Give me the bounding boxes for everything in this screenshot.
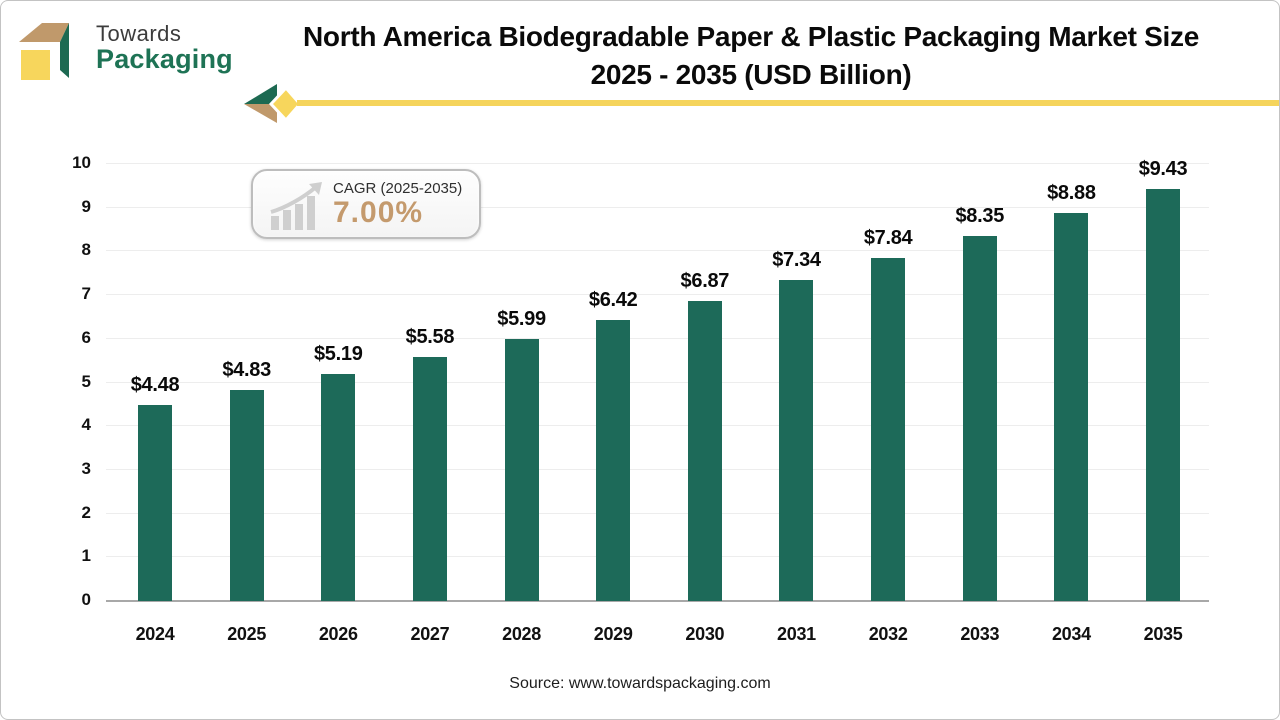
bar-2035 bbox=[1146, 188, 1181, 601]
value-label-2026: $5.19 bbox=[313, 343, 363, 366]
brand-name-line1: Towards bbox=[96, 21, 182, 46]
y-tick-label: 1 bbox=[81, 546, 91, 566]
gridline bbox=[106, 468, 1209, 470]
gridline bbox=[106, 206, 1209, 208]
gridline bbox=[106, 425, 1209, 427]
brand-logo: Towards Packaging bbox=[11, 11, 291, 91]
value-label-2034: $8.88 bbox=[1047, 181, 1096, 204]
value-label-2028: $5.99 bbox=[497, 308, 546, 331]
value-label-2030: $6.87 bbox=[680, 269, 730, 292]
x-tick-label-2031: 2031 bbox=[777, 624, 816, 644]
x-tick-label-2024: 2024 bbox=[135, 624, 175, 644]
y-tick-label: 2 bbox=[81, 502, 91, 522]
bar-2030 bbox=[687, 300, 722, 601]
bar-2032 bbox=[871, 258, 906, 601]
x-tick-label-2035: 2035 bbox=[1143, 624, 1183, 644]
bar-2028 bbox=[504, 339, 539, 601]
chart-title-line2: 2025 - 2035 (USD Billion) bbox=[590, 59, 912, 90]
bar-2026 bbox=[321, 374, 356, 601]
value-label-2024: $4.48 bbox=[130, 374, 180, 397]
gridline bbox=[106, 337, 1209, 339]
bar-2029 bbox=[596, 320, 631, 601]
brand-name-line2: Packaging bbox=[96, 44, 233, 75]
y-tick-label: 3 bbox=[81, 458, 91, 478]
bar-2025 bbox=[229, 389, 264, 601]
value-label-2033: $8.35 bbox=[955, 205, 1005, 228]
value-label-2032: $7.84 bbox=[863, 227, 913, 250]
y-tick-label: 4 bbox=[81, 415, 91, 435]
plot-area: $4.48 2024 $4.83 2025 $5.19 2026 $5.58 2027 $5.9… bbox=[106, 158, 1209, 644]
bar-2033 bbox=[962, 236, 997, 601]
x-tick-label-2026: 2026 bbox=[318, 624, 358, 644]
y-tick-label: 10 bbox=[72, 153, 91, 172]
y-tick-label: 8 bbox=[81, 240, 91, 260]
cagr-growth-icon bbox=[270, 182, 322, 230]
divider-arrow-icon bbox=[244, 84, 302, 123]
x-tick-label-2032: 2032 bbox=[868, 624, 908, 644]
bar-2027 bbox=[412, 357, 447, 601]
divider-line bbox=[297, 100, 1279, 106]
x-tick-label-2029: 2029 bbox=[593, 624, 633, 644]
value-label-2025: $4.83 bbox=[222, 358, 271, 381]
cagr-value: 7.00% bbox=[333, 196, 424, 229]
x-axis-baseline bbox=[106, 600, 1209, 602]
brand-name: Towards Packaging bbox=[96, 21, 233, 75]
x-tick-label-2025: 2025 bbox=[227, 624, 267, 644]
cagr-badge: CAGR (2025-2035) 7.00% bbox=[251, 169, 481, 239]
y-tick-label: 0 bbox=[81, 590, 91, 609]
x-tick-label-2033: 2033 bbox=[960, 624, 1000, 644]
x-tick-label-2028: 2028 bbox=[502, 624, 541, 644]
chart-title: North America Biodegradable Paper & Plas… bbox=[231, 18, 1271, 94]
y-axis-labels: 0 1 2 3 4 5 6 7 8 9 10 bbox=[41, 153, 91, 609]
y-tick-label: 5 bbox=[81, 371, 91, 391]
y-tick-label: 9 bbox=[81, 196, 91, 216]
y-tick-label: 6 bbox=[81, 327, 91, 347]
bar-2024 bbox=[138, 405, 172, 601]
gridline bbox=[106, 163, 1209, 164]
value-label-2031: $7.34 bbox=[772, 249, 821, 272]
bar-2031 bbox=[779, 280, 814, 601]
chart-title-line1: North America Biodegradable Paper & Plas… bbox=[303, 21, 1199, 52]
logo-cube-icon bbox=[19, 23, 69, 80]
cagr-label: CAGR (2025-2035) bbox=[333, 180, 463, 197]
cagr-texts: CAGR (2025-2035) 7.00% bbox=[333, 180, 462, 229]
x-tick-label-2030: 2030 bbox=[685, 624, 725, 644]
value-label-2035: $9.43 bbox=[1138, 157, 1188, 180]
gridline bbox=[106, 512, 1209, 514]
source-text: Source: www.towardspackaging.com bbox=[509, 675, 771, 692]
gridline bbox=[106, 381, 1209, 383]
value-label-2027: $5.58 bbox=[405, 326, 455, 349]
y-tick-label: 7 bbox=[81, 284, 91, 304]
x-tick-label-2034: 2034 bbox=[1051, 624, 1091, 644]
gridline bbox=[106, 294, 1209, 296]
value-label-2029: $6.42 bbox=[588, 289, 638, 312]
x-tick-label-2027: 2027 bbox=[410, 624, 450, 644]
bar-2034 bbox=[1054, 212, 1089, 601]
gridline bbox=[106, 250, 1209, 252]
gridline bbox=[106, 556, 1209, 558]
